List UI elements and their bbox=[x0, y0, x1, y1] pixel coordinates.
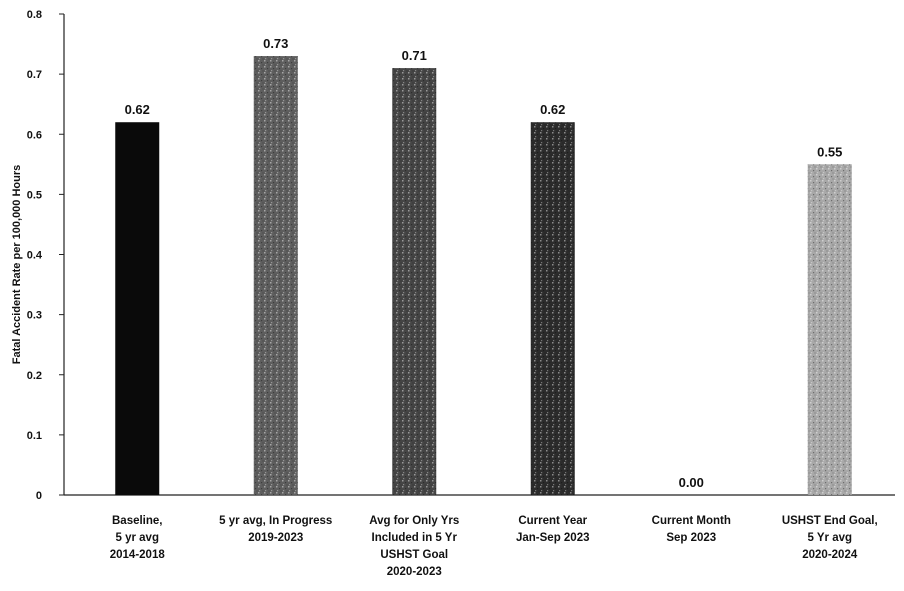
category-label-line: 2020-2024 bbox=[802, 549, 858, 561]
y-tick-label: 0.7 bbox=[27, 69, 42, 81]
y-axis: 0 0.1 0.2 0.3 0.4 0.5 0.6 0.7 0.8 bbox=[27, 9, 65, 502]
category-label: 5 yr avg, In Progress 2019-2023 bbox=[219, 515, 332, 544]
y-tick-label: 0.8 bbox=[27, 9, 42, 21]
category-label-line: Current Month bbox=[652, 515, 731, 527]
bar-value-label: 0.00 bbox=[679, 475, 704, 490]
category-label-line: USHST Goal bbox=[380, 549, 448, 561]
bar-texture bbox=[253, 56, 298, 496]
category-label: Avg for Only Yrs Included in 5 Yr USHST Go… bbox=[369, 515, 459, 578]
bar-value-label: 0.71 bbox=[402, 48, 427, 63]
category-label-line: 2020-2023 bbox=[387, 566, 442, 578]
category-label-line: Current Year bbox=[518, 515, 587, 527]
category-label: Baseline, 5 yr avg 2014-2018 bbox=[110, 515, 166, 561]
category-label: Current Year Jan-Sep 2023 bbox=[516, 515, 590, 544]
category-label-line: Jan-Sep 2023 bbox=[516, 532, 590, 544]
category-label: USHST End Goal, 5 Yr avg 2020-2024 bbox=[782, 515, 878, 561]
category-label-line: Included in 5 Yr bbox=[372, 532, 458, 544]
y-tick-label: 0.4 bbox=[27, 250, 43, 262]
bar-texture bbox=[807, 164, 852, 495]
bar bbox=[115, 122, 160, 495]
y-tick-label: 0 bbox=[36, 490, 42, 502]
y-axis-title: Fatal Accident Rate per 100,000 Hours bbox=[11, 165, 23, 365]
bar-value-label: 0.73 bbox=[263, 36, 288, 51]
y-tick-label: 0.6 bbox=[27, 129, 42, 141]
category-label: Current Month Sep 2023 bbox=[652, 515, 731, 544]
y-tick-label: 0.5 bbox=[27, 189, 42, 201]
category-label-line: 5 yr avg, In Progress bbox=[219, 515, 332, 527]
bar-value-label: 0.55 bbox=[817, 144, 842, 159]
y-tick-label: 0.1 bbox=[27, 430, 42, 442]
y-tick-label: 0.3 bbox=[27, 310, 42, 322]
category-label-line: 2014-2018 bbox=[110, 549, 166, 561]
bar-value-label: 0.62 bbox=[125, 102, 150, 117]
bar-value-label: 0.62 bbox=[540, 102, 565, 117]
category-label-line: 5 Yr avg bbox=[807, 532, 852, 544]
category-label-line: 5 yr avg bbox=[116, 532, 159, 544]
category-label-line: 2019-2023 bbox=[248, 532, 303, 544]
data-labels: 0.62 0.73 0.71 0.62 0.00 0.55 bbox=[125, 36, 843, 490]
bar-texture bbox=[530, 122, 575, 495]
category-labels: Baseline, 5 yr avg 2014-2018 5 yr avg, In P… bbox=[110, 515, 878, 578]
y-tick-label: 0.2 bbox=[27, 370, 42, 382]
category-label-line: Baseline, bbox=[112, 515, 163, 527]
category-label-line: Avg for Only Yrs bbox=[369, 515, 459, 527]
category-label-line: Sep 2023 bbox=[666, 532, 716, 544]
bar-texture bbox=[392, 68, 437, 496]
category-label-line: USHST End Goal, bbox=[782, 515, 878, 527]
bars bbox=[115, 56, 852, 496]
